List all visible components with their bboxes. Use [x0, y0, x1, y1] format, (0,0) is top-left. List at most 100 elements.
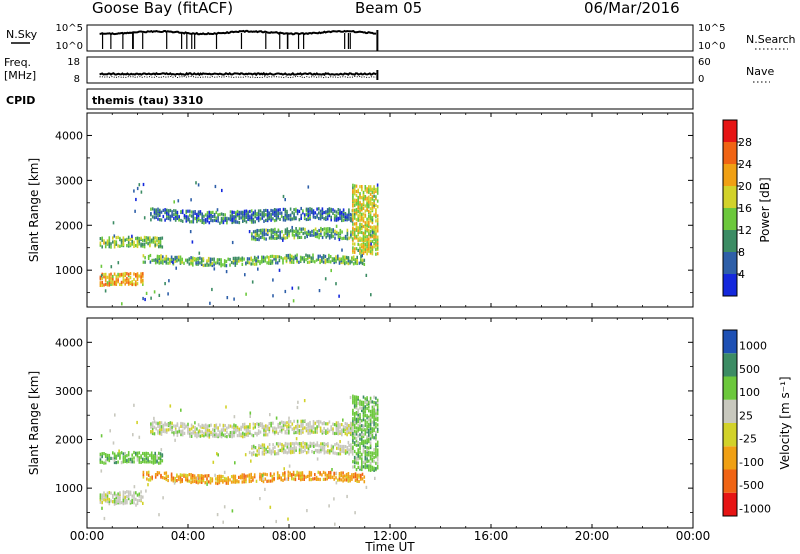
- echo-cell: [280, 428, 283, 432]
- echo-cell: [257, 259, 259, 263]
- echo-cell: [159, 461, 162, 465]
- echo-cell: [263, 210, 265, 215]
- echo-cell: [230, 260, 233, 265]
- echo-cell: [233, 218, 235, 222]
- colorbar-swatch: [723, 120, 737, 142]
- echo-cell: [268, 450, 271, 454]
- echo-cell: [220, 218, 223, 222]
- echo-cell: [337, 446, 340, 451]
- echo-cell: [224, 213, 226, 217]
- echo-cell: [339, 230, 342, 234]
- echo-cell: [248, 230, 251, 234]
- echo-cell: [297, 229, 299, 233]
- echo-cell: [288, 232, 290, 236]
- echo-cell: [167, 215, 170, 219]
- echo-cell: [142, 296, 144, 301]
- echo-cell: [300, 444, 303, 448]
- echo-cell: [127, 459, 130, 464]
- echo-cell: [366, 242, 368, 246]
- echo-cell: [280, 420, 283, 424]
- echo-cell: [281, 236, 283, 240]
- echo-cell: [373, 185, 375, 189]
- echo-cell: [211, 287, 213, 292]
- echo-cell: [375, 229, 377, 234]
- echo-cell: [185, 209, 188, 213]
- echo-cell: [200, 257, 203, 261]
- echo-cell: [362, 235, 365, 239]
- echo-cell: [158, 456, 160, 460]
- freq-label: Freq.: [4, 56, 31, 69]
- echo-cell: [154, 236, 156, 240]
- echo-cell: [348, 426, 350, 430]
- echo-cell: [368, 428, 370, 432]
- echo-cell: [375, 197, 377, 201]
- echo-cell: [366, 427, 368, 431]
- echo-cell: [279, 230, 281, 234]
- echo-cell: [369, 396, 372, 400]
- echo-cell: [318, 236, 320, 240]
- echo-cell: [275, 218, 278, 222]
- echo-cell: [173, 433, 175, 437]
- echo-cell: [186, 260, 189, 264]
- echo-cell: [282, 236, 285, 240]
- echo-cell: [282, 449, 285, 453]
- echo-cell: [352, 396, 354, 400]
- echo-cell: [288, 416, 290, 420]
- echo-cell: [326, 258, 328, 262]
- echo-cell: [122, 238, 125, 242]
- echo-cell: [223, 505, 226, 509]
- echo-cell: [239, 257, 242, 261]
- echo-cell: [369, 247, 372, 251]
- echo-cell: [219, 432, 221, 436]
- echo-cell: [162, 261, 164, 265]
- echo-cell: [321, 473, 323, 477]
- echo-cell: [223, 261, 226, 265]
- echo-cell: [369, 417, 372, 421]
- echo-cell: [371, 217, 374, 221]
- echo-cell: [153, 425, 156, 429]
- echo-cell: [272, 209, 274, 213]
- echo-cell: [322, 477, 325, 481]
- echo-cell: [338, 472, 341, 476]
- echo-cell: [253, 475, 256, 479]
- echo-cell: [368, 205, 370, 209]
- echo-cell: [352, 194, 354, 198]
- echo-cell: [252, 262, 254, 266]
- echo-cell: [318, 422, 320, 426]
- echo-cell: [164, 218, 166, 222]
- echo-cell: [366, 446, 368, 450]
- echo-cell: [323, 217, 325, 221]
- echo-cell: [288, 442, 290, 446]
- echo-cell: [195, 261, 197, 265]
- echo-cell: [160, 427, 163, 431]
- echo-cell: [159, 208, 161, 212]
- echo-cell: [145, 240, 148, 245]
- echo-cell: [273, 210, 276, 214]
- colorbar-tick-label: 1000: [739, 340, 767, 353]
- echo-cell: [104, 245, 107, 249]
- echo-cell: [245, 212, 248, 216]
- echo-cell: [354, 472, 357, 476]
- echo-cell: [227, 433, 230, 437]
- echo-cell: [276, 473, 279, 477]
- echo-cell: [317, 470, 320, 474]
- echo-cell: [269, 259, 272, 263]
- echo-cell: [361, 467, 363, 472]
- echo-cell: [213, 263, 215, 267]
- echo-cell: [321, 256, 323, 260]
- echo-cell: [122, 499, 125, 503]
- echo-cell: [223, 259, 226, 263]
- echo-cell: [357, 218, 359, 222]
- echo-cell: [361, 217, 363, 221]
- echo-cell: [344, 425, 347, 430]
- echo-cell: [100, 469, 103, 473]
- echo-cell: [298, 431, 301, 435]
- echo-cell: [371, 453, 374, 457]
- echo-cell: [204, 428, 207, 433]
- echo-cell: [327, 232, 329, 236]
- velocity-ylabel: Slant Range [km]: [27, 371, 41, 475]
- echo-cell: [346, 450, 349, 454]
- echo-cell: [117, 274, 119, 278]
